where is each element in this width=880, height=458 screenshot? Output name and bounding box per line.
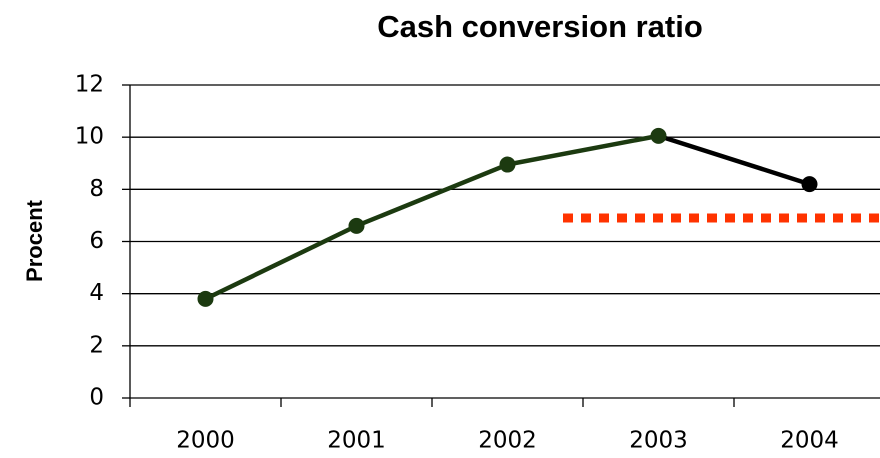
x-tick-label: 2002	[478, 428, 537, 454]
line-segment	[507, 133, 659, 167]
y-tick-label: 6	[89, 228, 104, 254]
point	[650, 127, 667, 144]
point	[348, 217, 365, 234]
y-tick-label: 8	[89, 176, 104, 202]
y-tick-label: 10	[75, 124, 104, 150]
y-tick-label: 0	[89, 385, 104, 411]
x-tick-label: 2000	[176, 428, 235, 454]
y-axis-label: Procent	[22, 199, 47, 282]
point	[801, 176, 818, 193]
point	[499, 156, 516, 173]
line-segment	[657, 133, 811, 187]
line-segment	[355, 162, 509, 228]
chart-title: Cash conversion ratio	[377, 9, 703, 44]
y-tick-label: 2	[89, 332, 104, 358]
y-tick-label: 12	[75, 72, 104, 98]
x-tick-label: 2001	[327, 428, 386, 454]
x-tick-label: 2004	[780, 428, 839, 454]
line-segment	[204, 223, 358, 301]
x-tick-label: 2003	[629, 428, 688, 454]
y-tick-label: 4	[89, 280, 104, 306]
point	[197, 290, 214, 307]
